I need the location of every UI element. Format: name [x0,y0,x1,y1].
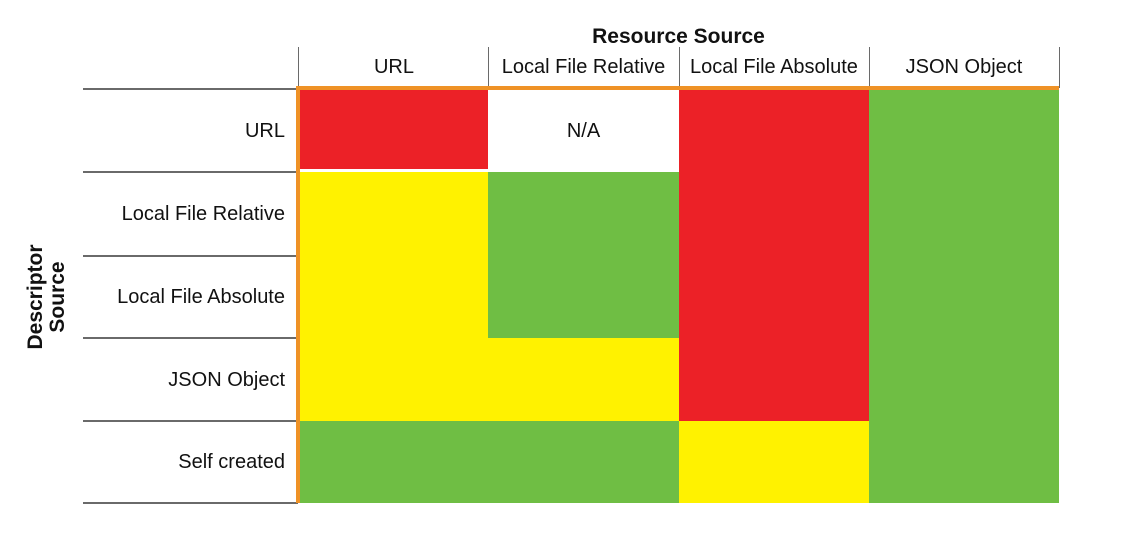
col-header-local-file-absolute: Local File Absolute [690,56,858,78]
chart-title: Resource Source [592,25,765,48]
matrix-grid: N/A [296,86,1059,503]
matrix-cell-r3c1-yellow [300,256,488,338]
row-separator-line-5 [83,502,298,504]
row-label-local-file-absolute: Local File Absolute [117,286,285,308]
matrix-cell-r1c2-n-a: N/A [488,90,679,172]
matrix-cell-r5c4-green [869,421,1059,503]
matrix-cell-r2c1-yellow [300,172,488,256]
matrix-cell-r3c4-green [869,256,1059,338]
matrix-cell-r2c2-green [488,172,679,256]
na-cell-label: N/A [566,119,601,142]
row-label-local-file-relative: Local File Relative [121,203,285,225]
matrix-cell-r3c2-green [488,256,679,338]
matrix-cell-r4c2-yellow [488,338,679,421]
matrix-cell-r1c4-green [869,90,1059,172]
header-separator-line-0 [298,47,299,88]
row-label-json-object: JSON Object [168,368,285,391]
row-label-url: URL [244,120,285,142]
header-separator-line-2 [679,47,680,88]
matrix-cell-r2c4-green [869,172,1059,256]
matrix-cell-r5c1-green [300,421,488,503]
matrix-cell-r4c4-green [869,338,1059,421]
matrix-cell-r1c3-red [679,90,869,172]
matrix-cell-r2c3-red [679,172,869,256]
col-header-json-object: JSON Object [905,56,1023,78]
row-separator-line-1 [83,171,298,173]
col-header-local-file-relative: Local File Relative [501,56,666,78]
col-header-url: URL [373,56,414,78]
matrix-cell-r5c3-yellow [679,421,869,503]
row-separator-line-2 [83,255,298,257]
header-separator-line-1 [488,47,489,88]
matrix-cell-r5c2-green [488,421,679,503]
row-separator-line-4 [83,420,298,422]
matrix-cell-r1c1-red [300,90,488,172]
matrix-cell-r3c3-red [679,256,869,338]
matrix-cell-r4c3-red [679,338,869,421]
header-separator-line-4 [1059,47,1060,88]
row-label-self-created: Self created [178,451,285,473]
matrix-cell-r4c1-yellow [300,338,488,421]
header-separator-line-3 [869,47,870,88]
row-separator-line-0 [83,88,298,90]
row-separator-line-3 [83,337,298,339]
